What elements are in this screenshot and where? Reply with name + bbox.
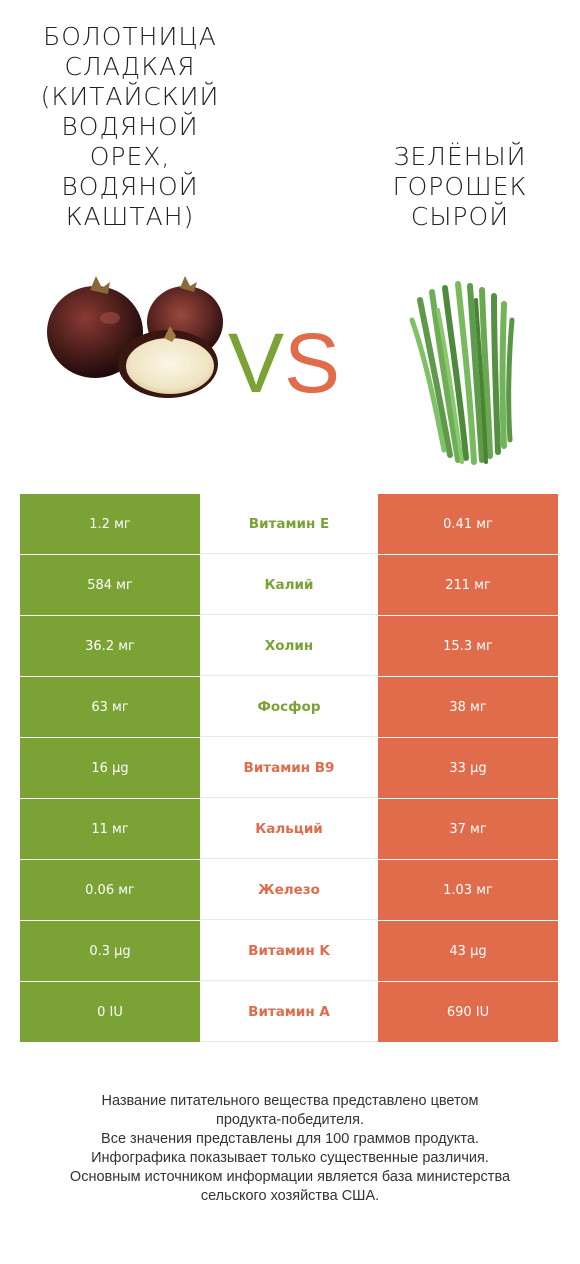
footer-line: Основным источником информации является … [69, 1169, 511, 1185]
left-value: 584 мг [20, 555, 200, 615]
table-row: 11 мг Кальций 37 мг [20, 799, 558, 860]
footer-line: продукта-победителя. [215, 1112, 365, 1128]
table-row: 63 мг Фосфор 38 мг [20, 677, 558, 738]
footer-line: Инфографика показывает только существенн… [91, 1150, 489, 1166]
nutrient-name: Холин [200, 616, 378, 676]
left-value: 63 мг [20, 677, 200, 737]
right-value: 15.3 мг [378, 616, 558, 676]
footer-line: Все значения представлены для 100 граммо… [101, 1131, 479, 1147]
left-value: 16 µg [20, 738, 200, 798]
right-title-line: СЫРОЙ [410, 202, 510, 231]
footer-line: Название питательного вещества представл… [101, 1093, 479, 1109]
nutrient-name: Железо [200, 860, 378, 920]
left-value: 1.2 мг [20, 494, 200, 554]
nutrient-name: Фосфор [200, 677, 378, 737]
left-value: 11 мг [20, 799, 200, 859]
footer-line: сельского хозяйства США. [200, 1188, 380, 1204]
left-title-line: ВОДЯНОЙ [61, 172, 199, 201]
right-value: 690 IU [378, 982, 558, 1042]
table-row: 36.2 мг Холин 15.3 мг [20, 616, 558, 677]
right-value: 38 мг [378, 677, 558, 737]
right-value: 211 мг [378, 555, 558, 615]
nutrient-name: Витамин A [200, 982, 378, 1042]
table-row: 0.06 мг Железо 1.03 мг [20, 860, 558, 921]
left-title-line: (КИТАЙСКИЙ [40, 82, 220, 111]
vs-label: VS [228, 318, 340, 408]
right-value: 1.03 мг [378, 860, 558, 920]
right-food-title: ЗЕЛЁНЫЙ ГОРОШЕК СЫРОЙ [360, 142, 560, 232]
nutrient-name: Калий [200, 555, 378, 615]
table-row: 1.2 мг Витамин E 0.41 мг [20, 494, 558, 555]
table-row: 16 µg Витамин B9 33 µg [20, 738, 558, 799]
nutrient-name: Кальций [200, 799, 378, 859]
left-food-title: БОЛОТНИЦА СЛАДКАЯ (КИТАЙСКИЙ ВОДЯНОЙ ОРЕ… [20, 22, 240, 232]
left-title-line: СЛАДКАЯ [64, 52, 196, 81]
left-value: 0 IU [20, 982, 200, 1042]
table-row: 0.3 µg Витамин K 43 µg [20, 921, 558, 982]
right-value: 33 µg [378, 738, 558, 798]
footer-notes: Название питательного вещества представл… [20, 1092, 560, 1206]
green-beans-image [409, 281, 515, 465]
right-title-line: ГОРОШЕК [392, 172, 528, 201]
vs-v: V [228, 316, 285, 410]
left-value: 36.2 мг [20, 616, 200, 676]
left-title-line: БОЛОТНИЦА [43, 22, 217, 51]
nutrient-comparison-table: 1.2 мг Витамин E 0.41 мг 584 мг Калий 211 мг 3… [20, 494, 558, 1042]
water-chestnut-image [47, 276, 223, 398]
vs-s: S [284, 316, 341, 410]
right-value: 0.41 мг [378, 494, 558, 554]
table-row: 584 мг Калий 211 мг [20, 555, 558, 616]
right-value: 43 µg [378, 921, 558, 981]
table-row: 0 IU Витамин A 690 IU [20, 982, 558, 1042]
left-title-line: ВОДЯНОЙ [61, 112, 199, 141]
nutrient-name: Витамин K [200, 921, 378, 981]
right-value: 37 мг [378, 799, 558, 859]
left-title-line: ОРЕХ, [89, 142, 171, 171]
left-title-line: КАШТАН) [65, 202, 195, 231]
right-title-line: ЗЕЛЁНЫЙ [393, 142, 527, 171]
left-value: 0.06 мг [20, 860, 200, 920]
left-value: 0.3 µg [20, 921, 200, 981]
nutrient-name: Витамин E [200, 494, 378, 554]
nutrient-name: Витамин B9 [200, 738, 378, 798]
